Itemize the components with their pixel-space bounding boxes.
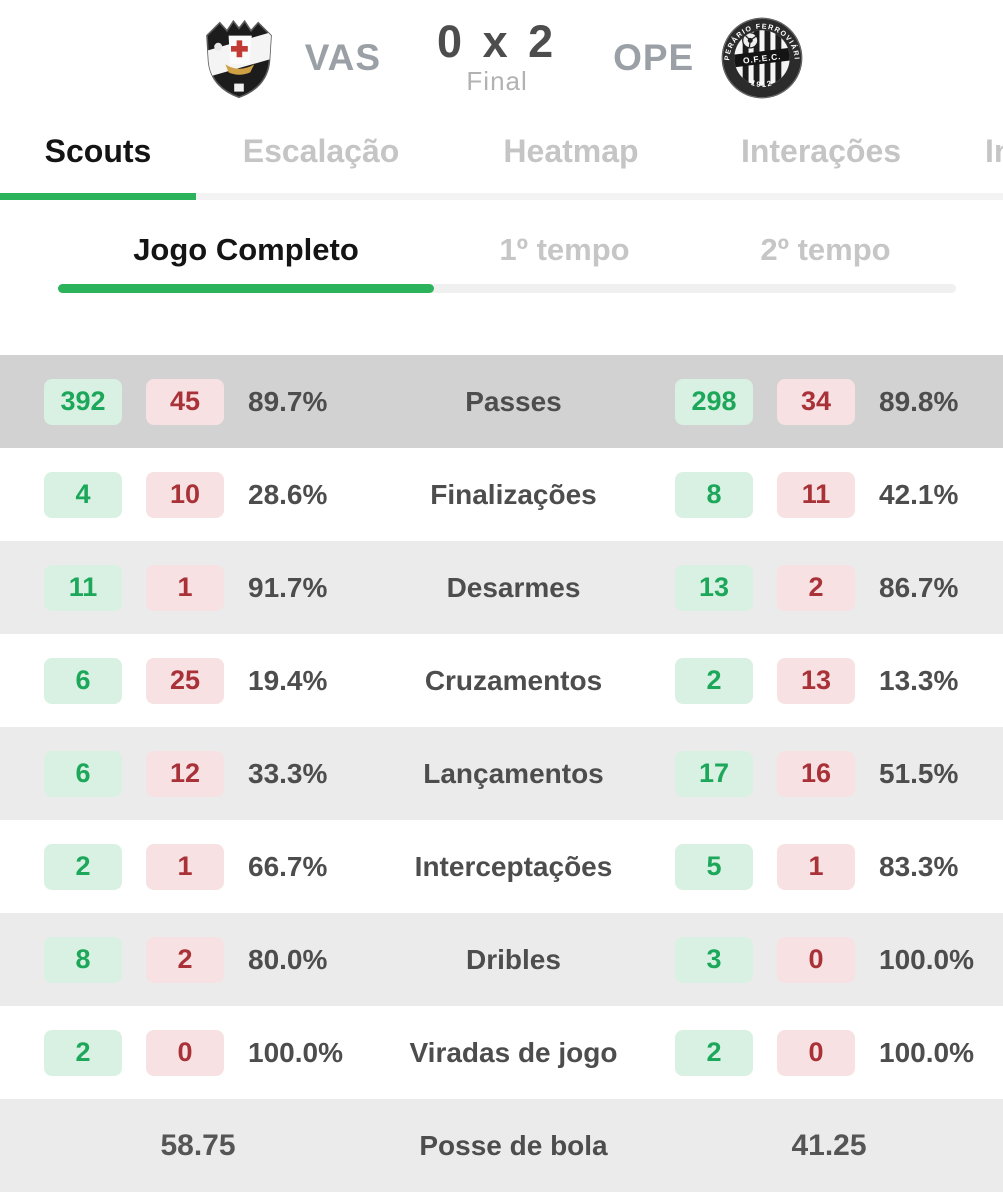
away-crest-band-text: O.F.E.C. [743,51,782,66]
home-pct: 80.0% [248,943,328,975]
away-pct: 89.8% [879,385,959,417]
home-pct: 19.4% [248,664,328,696]
svg-text:1912: 1912 [750,78,774,89]
away-fail-badge: 16 [777,750,855,797]
away-fail-badge: 34 [777,378,855,425]
home-team-abbr: VAS [304,36,382,78]
subtab-1-tempo[interactable]: 1º tempo [499,232,630,267]
home-fail-badge: 25 [146,657,224,704]
away-team-abbr: OPE [613,36,695,78]
stat-label: Dribles [466,943,561,975]
home-fail-badge: 10 [146,471,224,518]
home-success-badge: 392 [44,378,122,425]
home-fail-badge: 45 [146,378,224,425]
period-tab-bar: Jogo Completo 1º tempo 2º tempo [0,200,1003,355]
stat-row-finalizacoes: 4 10 28.6% Finalizações 8 11 42.1% [0,448,1003,541]
stat-row-desarmes: 11 1 91.7% Desarmes 13 2 86.7% [0,541,1003,634]
away-pct: 100.0% [879,943,974,975]
tab-scouts[interactable]: Scouts [44,133,152,169]
home-team-crest-icon [205,19,272,98]
home-pct: 89.7% [248,385,328,417]
away-fail-badge: 13 [777,657,855,704]
stat-row-lancamentos: 6 12 33.3% Lançamentos 17 16 51.5% [0,727,1003,820]
tab-underline-track [0,193,1003,200]
subtab-active-indicator [58,284,434,293]
stat-row-dribles: 8 2 80.0% Dribles 3 0 100.0% [0,913,1003,1006]
stats-table: 392 45 89.7% Passes 298 34 89.8% 4 10 28… [0,355,1003,1192]
subtab-jogo-completo[interactable]: Jogo Completo [133,232,359,267]
tab-interacoes[interactable]: Interações [740,133,902,169]
away-crest-ring-bottom-text: 1912 [750,78,773,89]
home-pct: 33.3% [248,757,328,789]
home-success-badge: 2 [44,843,122,890]
home-fail-badge: 1 [146,843,224,890]
home-fail-badge: 2 [146,936,224,983]
away-success-badge: 8 [675,471,753,518]
stat-label: Interceptações [414,850,613,882]
stat-label: Cruzamentos [424,664,603,696]
away-success-badge: 13 [675,564,753,611]
stat-row-cruzamentos: 6 25 19.4% Cruzamentos 2 13 13.3% [0,634,1003,727]
away-success-badge: 2 [675,1029,753,1076]
home-pct: 100.0% [248,1036,343,1068]
main-tab-bar: Scouts Escalação Heatmap Interações In [0,115,1003,200]
home-success-badge: 6 [44,750,122,797]
away-fail-badge: 2 [777,564,855,611]
away-success-badge: 2 [675,657,753,704]
stat-row-posse: 58.75 Posse de bola 41.25 [0,1099,1003,1192]
away-fail-badge: 1 [777,843,855,890]
away-success-badge: 17 [675,750,753,797]
subtab-underline-track [58,284,956,293]
subtab-2-tempo[interactable]: 2º tempo [760,232,891,267]
home-pct: 28.6% [248,478,328,510]
stat-label: Viradas de jogo [409,1036,618,1068]
home-success-badge: 8 [44,936,122,983]
stat-label: Finalizações [430,478,597,510]
home-success-badge: 2 [44,1029,122,1076]
stat-row-viradas: 2 0 100.0% Viradas de jogo 2 0 100.0% [0,1006,1003,1099]
away-team-crest-icon: O.F.E.C. OPERÁRIO FERROVIÁRIO 1912 [720,16,803,98]
away-possession-value: 41.25 [791,1128,867,1162]
home-pct: 91.7% [248,571,328,603]
home-success-badge: 11 [44,564,122,611]
stat-row-passes: 392 45 89.7% Passes 298 34 89.8% [0,355,1003,448]
away-pct: 13.3% [879,664,959,696]
away-pct: 86.7% [879,571,959,603]
away-success-badge: 3 [675,936,753,983]
away-pct: 42.1% [879,478,959,510]
home-fail-badge: 0 [146,1029,224,1076]
stat-label: Passes [465,385,562,417]
away-fail-badge: 0 [777,936,855,983]
match-header: VAS 0 x 2 Final OPE O.F.E.C. OPERÁR [0,0,1003,115]
match-score: 0 x 2 [437,16,558,68]
stat-label: Desarmes [446,571,581,603]
score-box: 0 x 2 Final [407,18,587,96]
away-pct: 100.0% [879,1036,974,1068]
away-pct: 83.3% [879,850,959,882]
stat-label: Posse de bola [419,1129,608,1161]
away-pct: 51.5% [879,757,959,789]
home-success-badge: 6 [44,657,122,704]
away-fail-badge: 0 [777,1029,855,1076]
home-success-badge: 4 [44,471,122,518]
stat-label: Lançamentos [423,757,604,789]
match-status: Final [466,65,528,96]
home-fail-badge: 1 [146,564,224,611]
stat-row-interceptacoes: 2 1 66.7% Interceptações 5 1 83.3% [0,820,1003,913]
tab-heatmap[interactable]: Heatmap [503,133,639,169]
tab-active-indicator [0,193,196,200]
tab-escalacao[interactable]: Escalação [242,133,400,169]
home-fail-badge: 12 [146,750,224,797]
tab-clipped[interactable]: In [985,133,1003,169]
away-success-badge: 5 [675,843,753,890]
home-possession-value: 58.75 [160,1128,236,1162]
away-success-badge: 298 [675,378,753,425]
away-fail-badge: 11 [777,471,855,518]
home-pct: 66.7% [248,850,328,882]
